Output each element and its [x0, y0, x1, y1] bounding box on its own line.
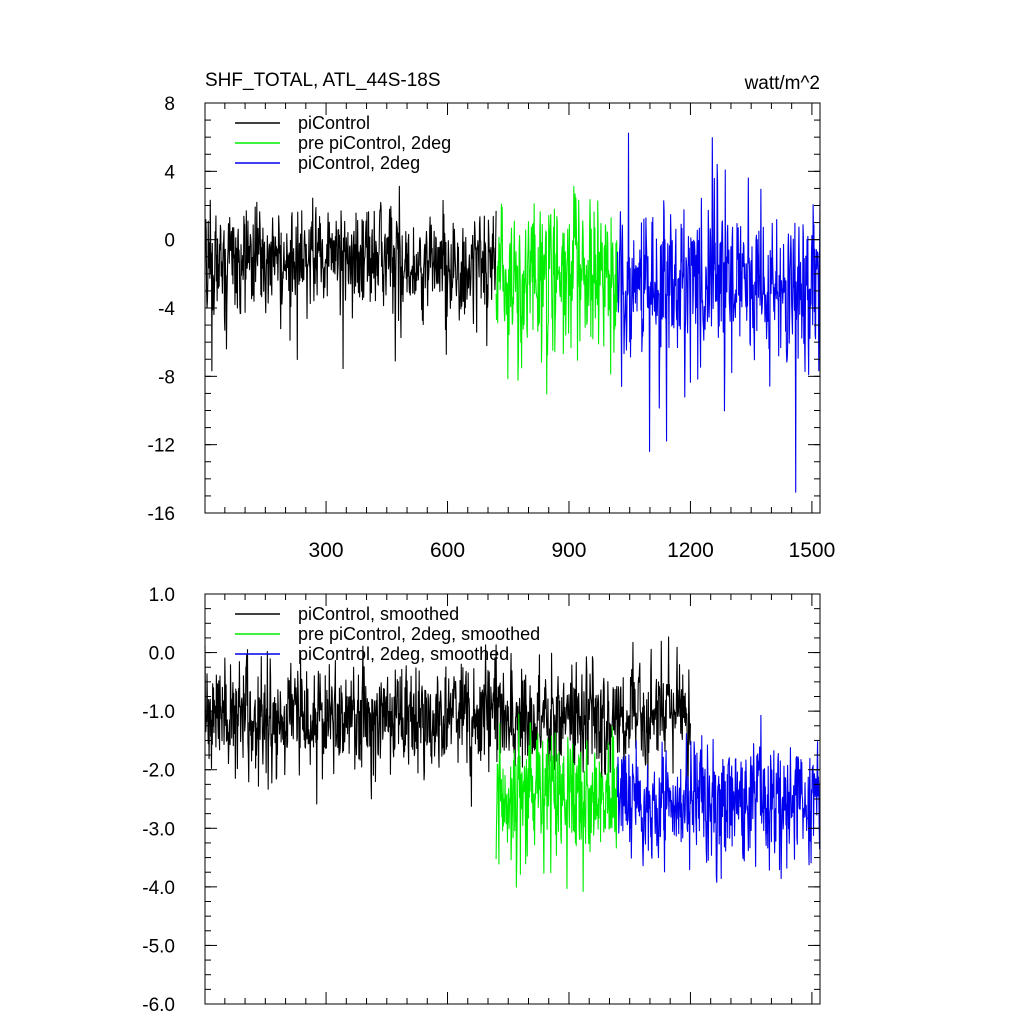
- top-legend-label-3: piControl, 2deg: [298, 153, 420, 173]
- bottom-y-tick-label: 1.0: [149, 585, 175, 606]
- bottom-y-tick-label: 0.0: [149, 644, 175, 665]
- top-x-tick-label: 300: [309, 539, 344, 562]
- top-series-line-3: [617, 132, 821, 493]
- top-x-tick-label: 600: [430, 539, 465, 562]
- top-x-tick-label: 1200: [667, 539, 714, 562]
- top-x-tick-label: 900: [551, 539, 586, 562]
- top-y-tick-label: 8: [164, 94, 175, 115]
- bottom-panel: 1.0 0.0 -1.0 -2.0 -3.0 -4.0 -5.0 -6.0 piControl…: [142, 585, 821, 1016]
- bottom-y-tick-label: -5.0: [142, 936, 175, 957]
- top-y-tick-label: 4: [164, 162, 175, 183]
- top-ticks: 8 4 0 -4 -8 -12 -16 300 600 900 1200 1500: [148, 94, 836, 562]
- top-y-tick-label: -12: [148, 436, 175, 457]
- bottom-ticks: 1.0 0.0 -1.0 -2.0 -3.0 -4.0 -5.0 -6.0: [142, 585, 820, 1016]
- top-y-tick-label: -4: [158, 299, 175, 320]
- top-panel: 8 4 0 -4 -8 -12 -16 300 600 900 1200 1500 piControl…: [148, 94, 836, 562]
- top-y-tick-label: 0: [164, 231, 175, 252]
- chart-title: SHF_TOTAL, ATL_44S-18S: [205, 70, 441, 91]
- bottom-legend-label-3: piControl, 2deg, smoothed: [298, 644, 509, 664]
- top-series-line-2: [495, 185, 619, 395]
- bottom-y-tick-label: -3.0: [142, 819, 175, 840]
- bottom-series-line-2: [495, 713, 619, 892]
- bottom-legend-label-1: piControl, smoothed: [298, 604, 459, 624]
- bottom-legend-label-2: pre piControl, 2deg, smoothed: [298, 624, 540, 644]
- bottom-series-layer: [204, 636, 821, 892]
- top-y-tick-label: -8: [158, 367, 175, 388]
- top-x-tick-label: 1500: [789, 539, 836, 562]
- bottom-series-line-1: [204, 636, 691, 807]
- bottom-y-tick-label: -2.0: [142, 761, 175, 782]
- top-y-tick-label: -16: [148, 504, 175, 525]
- bottom-y-tick-label: -6.0: [142, 995, 175, 1016]
- units-label: watt/m^2: [744, 73, 820, 94]
- top-series-line-1: [204, 185, 497, 372]
- top-legend-label-1: piControl: [298, 113, 370, 133]
- top-series-layer: [204, 132, 821, 493]
- top-legend-label-2: pre piControl, 2deg: [298, 133, 451, 153]
- bottom-series-line-3: [617, 714, 821, 883]
- bottom-y-tick-label: -1.0: [142, 702, 175, 723]
- bottom-y-tick-label: -4.0: [142, 878, 175, 899]
